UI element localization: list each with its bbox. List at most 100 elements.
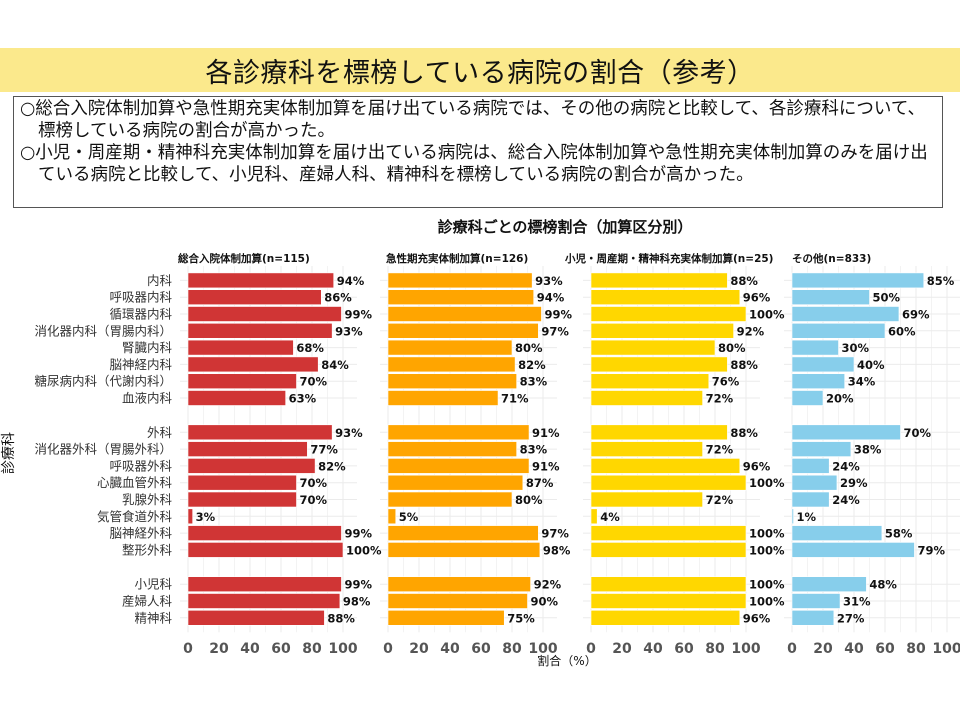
bar	[590, 525, 747, 541]
category-label: 乳腺外科	[122, 492, 173, 507]
data-label: 38%	[854, 443, 882, 457]
data-label: 72%	[706, 443, 734, 457]
x-tick-label: 100	[328, 641, 357, 657]
bar	[187, 373, 297, 389]
bar	[590, 424, 728, 441]
x-tick-label: 20	[409, 641, 429, 657]
category-label: 心臓血管外科	[97, 475, 173, 490]
bar	[187, 609, 325, 626]
category-label: 糖尿病内科（代謝内科）	[34, 374, 172, 389]
bar	[590, 390, 703, 406]
bar	[791, 424, 901, 441]
bar	[590, 542, 747, 558]
data-label: 68%	[296, 341, 324, 355]
data-label: 4%	[600, 510, 620, 524]
bar	[187, 339, 294, 356]
data-label: 40%	[857, 358, 885, 372]
bar	[187, 424, 333, 441]
data-label: 70%	[300, 375, 328, 389]
data-label: 72%	[706, 493, 734, 507]
bar	[791, 458, 830, 474]
x-tick-label: 0	[183, 641, 193, 657]
data-label: 100%	[749, 543, 785, 557]
bar	[187, 356, 319, 373]
x-tick-label: 60	[674, 641, 694, 657]
bar	[387, 508, 397, 525]
data-label: 76%	[712, 375, 740, 389]
data-label: 70%	[300, 476, 328, 490]
bar	[791, 339, 839, 356]
data-label: 87%	[526, 476, 554, 490]
data-label: 100%	[749, 578, 785, 592]
x-tick-label: 60	[471, 641, 491, 657]
x-axis-title: 割合（%）	[537, 653, 596, 668]
category-label: 内科	[147, 273, 173, 288]
data-label: 85%	[927, 274, 955, 288]
data-label: 50%	[873, 291, 901, 305]
data-label: 96%	[743, 459, 771, 473]
data-label: 34%	[848, 375, 876, 389]
bar	[590, 593, 747, 609]
bar	[387, 542, 541, 558]
data-label: 88%	[730, 426, 758, 440]
bar	[387, 474, 524, 491]
faceted-bar-chart: 診療科ごとの標榜割合（加算区分別） 内科呼吸器内科循環器内科消化器内科（胃腸内科…	[0, 218, 960, 668]
panel-header: 小児・周産期・精神科充実体制加算(n=25)	[564, 252, 773, 265]
data-label: 93%	[335, 426, 363, 440]
x-tick-label: 0	[787, 641, 797, 657]
data-label: 90%	[531, 595, 559, 609]
x-tick-label: 40	[643, 641, 663, 657]
bar	[590, 491, 703, 508]
data-label: 80%	[718, 341, 746, 355]
bar	[387, 339, 513, 356]
data-label: 93%	[335, 324, 363, 338]
bar	[791, 289, 870, 305]
data-label: 88%	[327, 611, 355, 625]
category-label: 腎臓内科	[122, 340, 173, 355]
data-label: 24%	[832, 459, 860, 473]
data-label: 92%	[737, 324, 765, 338]
bar	[387, 458, 530, 474]
data-label: 84%	[321, 358, 349, 372]
data-label: 71%	[501, 392, 529, 406]
bar	[590, 441, 703, 457]
bar	[791, 525, 883, 541]
data-label: 31%	[843, 595, 871, 609]
summary-point-1: ○総合入院体制加算や急性期充実体制加算を届け出ている病院では、その他の病院と比較…	[20, 99, 925, 141]
bar	[387, 424, 530, 441]
panel-header: その他(n=833)	[792, 252, 871, 265]
category-label: 脳神経外科	[109, 526, 172, 541]
data-label: 63%	[289, 392, 317, 406]
bar	[590, 289, 741, 305]
data-label: 99%	[344, 578, 372, 592]
data-label: 29%	[840, 476, 868, 490]
data-label: 93%	[535, 274, 563, 288]
data-label: 30%	[842, 341, 870, 355]
bar	[590, 356, 728, 373]
data-label: 100%	[346, 543, 382, 557]
x-tick-label: 80	[906, 641, 926, 657]
data-label: 86%	[324, 291, 352, 305]
data-label: 98%	[543, 543, 571, 557]
x-tick-label: 0	[586, 641, 596, 657]
bar	[387, 306, 542, 322]
bar	[590, 609, 741, 626]
data-label: 5%	[399, 510, 419, 524]
bar	[187, 272, 334, 289]
bar	[791, 576, 867, 593]
bar	[791, 390, 824, 406]
category-label: 整形外科	[122, 542, 173, 557]
x-tick-label: 20	[612, 641, 632, 657]
x-tick-label: 0	[383, 641, 393, 657]
bar	[187, 323, 333, 339]
data-label: 97%	[541, 527, 569, 541]
data-label: 96%	[743, 291, 771, 305]
category-label: 血液内科	[122, 391, 173, 406]
slide-title: 各診療科を標榜している病院の割合（参考）	[205, 57, 755, 89]
data-label: 83%	[520, 443, 548, 457]
bar	[387, 525, 539, 541]
x-tick-label: 40	[240, 641, 260, 657]
bar	[187, 474, 297, 491]
data-label: 1%	[797, 510, 817, 524]
category-label: 気管食道外科	[97, 509, 173, 524]
